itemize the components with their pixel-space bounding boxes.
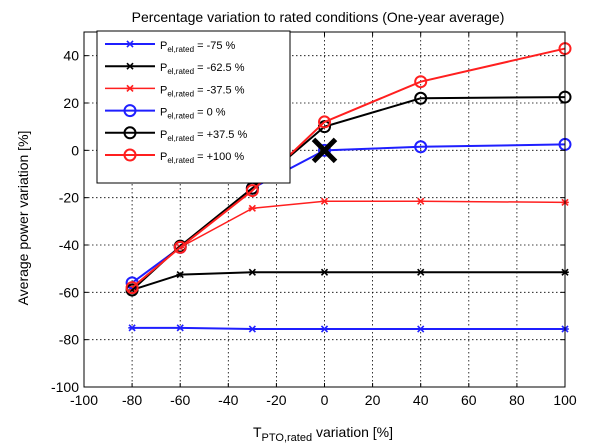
data-point [126, 62, 134, 70]
data-point [320, 325, 329, 333]
data-point [245, 184, 259, 198]
x-tick-label: 100 [553, 392, 577, 408]
legend-entry: Pel,rated = +100 % [105, 148, 244, 165]
marker-stroke [417, 325, 425, 333]
marker-stroke [320, 268, 329, 276]
marker-stroke [126, 84, 134, 93]
marker-stroke [248, 325, 256, 333]
marker-stroke [176, 324, 184, 332]
marker-stroke [320, 325, 329, 333]
y-tick-label: 0 [71, 142, 79, 158]
marker-stroke [126, 40, 134, 48]
data-point [123, 126, 137, 140]
data-point [176, 270, 184, 279]
legend-entry: Pel,rated = -75 % [105, 40, 236, 54]
data-point [414, 140, 428, 154]
legend: Pel,rated = -75 % Pel,rated = -62.5 % Pel,… [96, 30, 291, 184]
y-tick-label: -100 [51, 379, 79, 395]
cross-stroke [311, 137, 338, 164]
marker-stroke [128, 324, 136, 332]
data-point [123, 104, 137, 118]
marker-stroke [417, 268, 425, 276]
cross-marker [311, 137, 338, 164]
tick-labels: -100 -80 -60 -40 -20 0 20 40 60 80 100 40 20 0 -20 -40 -… [51, 48, 577, 408]
x-axis-label-rest: variation [%] [312, 424, 393, 440]
data-point [248, 268, 257, 276]
y-tick-label: -80 [59, 332, 79, 348]
data-point [125, 281, 139, 295]
data-point [126, 40, 134, 48]
data-point [123, 148, 137, 162]
data-point [416, 325, 425, 333]
marker-stroke [126, 62, 134, 70]
data-point [176, 324, 184, 332]
marker-stroke [417, 197, 425, 205]
data-point [320, 268, 329, 276]
x-axis-label: TPTO,rated variation [%] [253, 424, 393, 444]
legend-entry: Pel,rated = +37.5 % [105, 126, 247, 143]
data-point [318, 115, 331, 129]
marker-stroke [320, 197, 329, 205]
y-tick-label: -40 [59, 237, 79, 253]
y-axis-label: Average power variation [%] [15, 131, 31, 306]
y-tick-label: -60 [59, 284, 79, 300]
chart-title: Percentage variation to rated conditions… [132, 9, 505, 25]
data-point [248, 325, 257, 333]
legend-entry: Pel,rated = 0 % [105, 104, 226, 121]
data-point [320, 197, 329, 205]
legend-box [96, 30, 291, 184]
legend-label: Pel,rated = 0 % [160, 107, 226, 121]
series-line [132, 326, 565, 331]
x-tick-label: 80 [509, 392, 525, 408]
legend-label: Pel,rated = +37.5 % [160, 129, 247, 143]
legend-label: Pel,rated = +100 % [160, 151, 244, 165]
x-tick-label: -100 [70, 392, 98, 408]
legend-entry: Pel,rated = -37.5 % [105, 84, 245, 98]
data-point [414, 91, 428, 105]
x-tick-label: -60 [170, 392, 190, 408]
data-point [416, 268, 425, 276]
marker-stroke [248, 204, 256, 212]
x-tick-label: -20 [266, 392, 286, 408]
legend-label: Pel,rated = -62.5 % [160, 62, 245, 76]
y-tick-label: -20 [59, 190, 79, 206]
x-tick-label: -80 [122, 392, 142, 408]
x-axis-label-main: T [253, 424, 262, 440]
x-axis-label-sub: PTO,rated [262, 432, 313, 444]
data-point [126, 84, 134, 93]
y-tick-label: 40 [63, 48, 79, 64]
x-tick-label: 60 [461, 392, 477, 408]
marker-stroke [248, 268, 256, 276]
x-tick-label: 20 [365, 392, 381, 408]
series-line [131, 271, 565, 291]
x-tick-label: 0 [321, 392, 329, 408]
legend-label: Pel,rated = -75 % [160, 40, 236, 54]
annotation-layer [311, 137, 338, 164]
y-tick-label: 20 [63, 95, 79, 111]
data-point [414, 75, 428, 89]
series-layer [125, 42, 572, 333]
data-point [128, 324, 136, 332]
series-1 [128, 324, 569, 333]
x-tick-label: -40 [218, 392, 238, 408]
x-tick-label: 40 [413, 392, 429, 408]
legend-entry: Pel,rated = -62.5 % [105, 62, 245, 76]
data-point [248, 204, 257, 212]
marker-stroke [176, 270, 184, 279]
data-point [416, 197, 425, 205]
data-point [173, 240, 187, 254]
data-point [318, 143, 331, 157]
legend-label: Pel,rated = -37.5 % [160, 84, 245, 98]
